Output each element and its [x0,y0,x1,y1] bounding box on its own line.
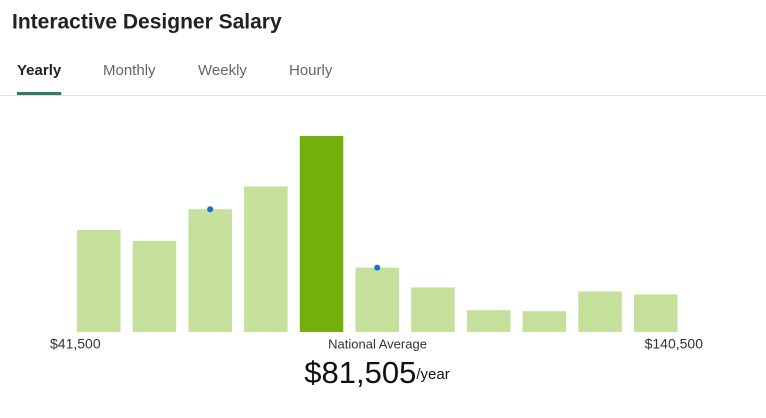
bar [634,294,678,332]
average-salary: $81,505/year [304,355,449,390]
title: Interactive Designer Salary [12,11,282,34]
highlight-label: National Average [328,336,427,351]
bar [299,135,344,332]
average-unit: /year [416,366,449,383]
bar [132,240,177,332]
average-value: $81,505 [304,355,416,390]
tab[interactable]: Yearly [17,62,62,79]
tab[interactable]: Weekly [198,62,247,79]
bar [77,230,121,332]
bar [188,209,232,332]
bar [411,287,455,332]
x-min-label: $41,500 [50,336,101,352]
active-tab-underline [17,92,62,95]
tab[interactable]: Hourly [289,62,333,79]
bar [244,186,288,332]
bar [355,267,399,332]
tab[interactable]: Monthly [103,62,156,79]
bar [522,311,567,332]
marker-dot [374,264,381,271]
bar [578,291,622,332]
x-max-label: $140,500 [645,336,704,352]
marker-dot [207,206,214,213]
bar [466,310,511,332]
